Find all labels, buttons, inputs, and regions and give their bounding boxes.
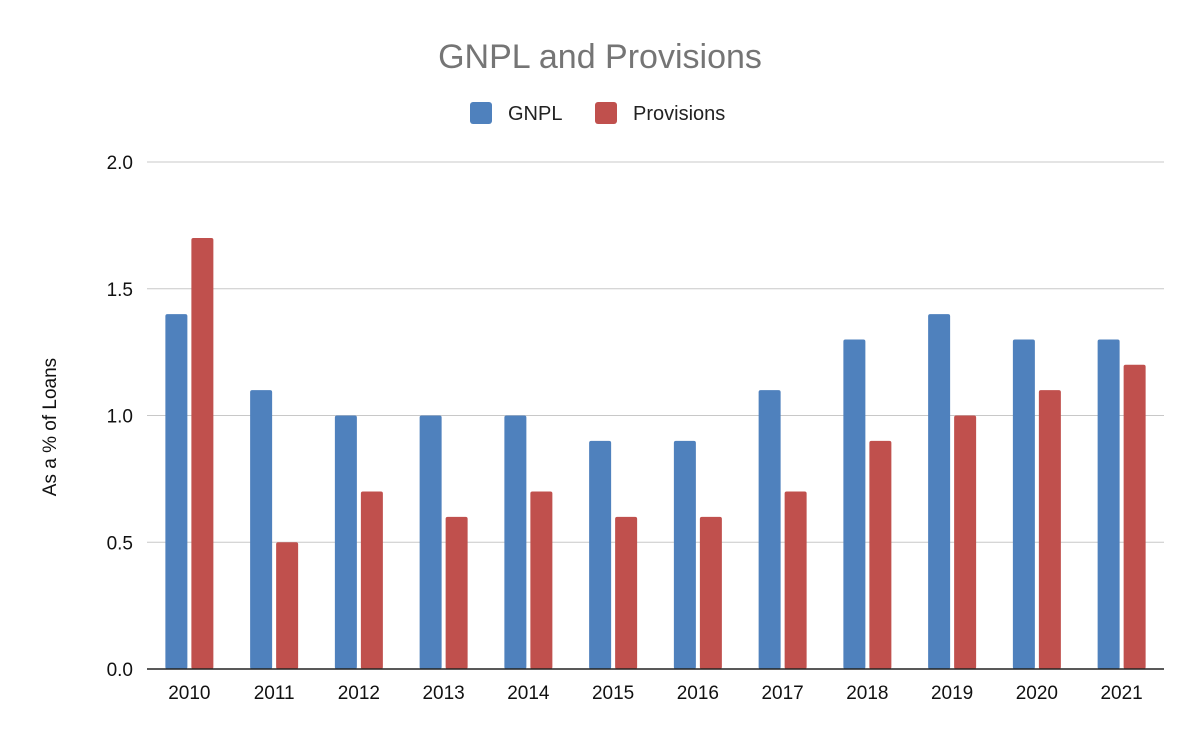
y-axis-title: As a % of Loans: [40, 358, 61, 496]
bar-gnpl-2017: [758, 390, 781, 669]
bar-provisions-2011: [276, 542, 299, 669]
bar-provisions-2015: [615, 516, 638, 669]
bars: [165, 238, 1146, 670]
x-tick-label: 2018: [846, 683, 888, 704]
legend-swatch-gnpl: [470, 102, 492, 124]
x-tick-label: 2016: [677, 683, 719, 704]
bar-provisions-2021: [1123, 364, 1146, 669]
bar-gnpl-2021: [1097, 339, 1120, 669]
y-axis-ticks: 0.0 0.5 1.0 1.5 2.0: [107, 153, 133, 681]
bar-gnpl-2012: [334, 415, 357, 669]
bar-gnpl-2018: [843, 339, 866, 669]
legend-swatch-provisions: [595, 102, 617, 124]
y-tick-label: 1.5: [107, 280, 133, 301]
x-tick-label: 2010: [168, 683, 210, 704]
gridlines: [147, 161, 1164, 543]
x-tick-label: 2021: [1100, 683, 1142, 704]
x-tick-label: 2017: [761, 683, 803, 704]
legend-label-gnpl: GNPL: [508, 103, 562, 125]
y-tick-label: 1.0: [107, 407, 133, 428]
y-tick-label: 0.5: [107, 533, 133, 554]
bar-provisions-2010: [191, 238, 214, 670]
legend-label-provisions: Provisions: [633, 103, 725, 125]
bar-gnpl-2011: [250, 390, 273, 669]
y-tick-label: 2.0: [107, 153, 133, 174]
bar-gnpl-2010: [165, 314, 188, 669]
bar-provisions-2018: [869, 440, 892, 669]
bar-provisions-2012: [360, 491, 383, 669]
bar-provisions-2013: [445, 516, 468, 669]
bar-gnpl-2014: [504, 415, 527, 669]
x-tick-label: 2015: [592, 683, 634, 704]
x-tick-label: 2013: [422, 683, 464, 704]
x-axis-ticks: 2010 2011 2012 2013 2014 2015 2016 2017 2018 2019…: [168, 683, 1143, 704]
bar-gnpl-2016: [673, 440, 696, 669]
chart-title: GNPL and Provisions: [438, 38, 762, 76]
bar-gnpl-2015: [589, 440, 612, 669]
bar-provisions-2019: [954, 415, 977, 669]
y-tick-label: 0.0: [107, 660, 133, 681]
bar-gnpl-2020: [1012, 339, 1035, 669]
bar-gnpl-2013: [419, 415, 442, 669]
x-tick-label: 2014: [507, 683, 550, 704]
bar-provisions-2016: [699, 516, 722, 669]
legend: GNPL Provisions: [470, 102, 725, 125]
bar-provisions-2017: [784, 491, 807, 669]
x-tick-label: 2012: [338, 683, 380, 704]
x-tick-label: 2020: [1016, 683, 1058, 704]
bar-provisions-2020: [1038, 390, 1061, 669]
x-tick-label: 2011: [254, 683, 295, 704]
x-tick-label: 2019: [931, 683, 973, 704]
bar-gnpl-2019: [928, 314, 951, 669]
bar-provisions-2014: [530, 491, 553, 669]
